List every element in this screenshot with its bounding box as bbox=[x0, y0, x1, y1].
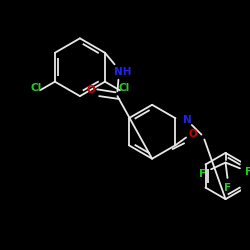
Text: Cl: Cl bbox=[118, 84, 130, 94]
Text: O: O bbox=[188, 129, 197, 139]
Text: F: F bbox=[199, 169, 206, 179]
Text: F: F bbox=[224, 182, 231, 192]
Text: Cl: Cl bbox=[30, 84, 42, 94]
Text: F: F bbox=[245, 167, 250, 177]
Text: O: O bbox=[86, 85, 95, 95]
Text: NH: NH bbox=[114, 67, 131, 77]
Text: N: N bbox=[183, 115, 192, 125]
